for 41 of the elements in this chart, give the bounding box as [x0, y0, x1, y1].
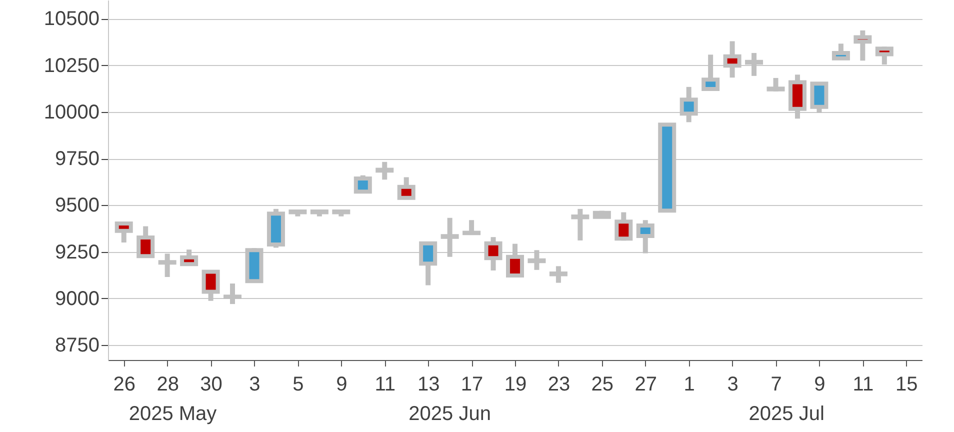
x-tick-label: 30 [200, 374, 222, 396]
candlestick [376, 162, 394, 180]
x-tick-label: 9 [814, 374, 826, 396]
x-tick-label: 15 [896, 374, 918, 396]
x-tick-label: 26 [113, 374, 136, 396]
x-tick-label: 11 [852, 374, 874, 396]
text: 2025 Jul [748, 403, 824, 425]
x-tick-label: 3 [727, 374, 738, 396]
candlestick [832, 44, 850, 60]
candlestick [114, 221, 133, 242]
x-tick-label: 17 [460, 374, 484, 396]
x-tick-label: 11 [374, 374, 396, 396]
candlestick [766, 78, 785, 92]
x-tick-label: 5 [292, 374, 304, 396]
candlestick [549, 266, 568, 283]
text: 2025 Jun [408, 403, 491, 425]
y-tick-label: 10500 [44, 8, 100, 30]
candlestick [462, 220, 481, 236]
x-tick-label: 27 [634, 374, 658, 396]
y-tick-label: 8750 [55, 334, 100, 357]
candlestick [354, 175, 372, 194]
x-tick-label: 13 [417, 374, 440, 396]
x-tick-label: 25 [591, 374, 614, 396]
y-tick-label: 9500 [55, 194, 100, 217]
candlestick [854, 30, 872, 61]
x-tick-label: 3 [249, 374, 260, 396]
x-tick-label: 23 [548, 374, 570, 396]
y-tick-label: 9750 [55, 148, 100, 170]
y-tick-label: 10250 [44, 54, 100, 77]
x-tick-label: 28 [156, 374, 179, 396]
y-tick-label: 9000 [55, 288, 100, 310]
candlestick [614, 212, 633, 241]
text: 2025 May [128, 403, 217, 425]
candlestick [397, 177, 416, 200]
x-tick-label: 19 [504, 374, 527, 396]
y-tick-label: 9250 [55, 241, 100, 264]
candlestick [571, 208, 590, 240]
x-tick-label: 9 [336, 374, 348, 396]
x-tick-label: 7 [770, 374, 782, 396]
x-tick-label: 1 [684, 374, 695, 396]
y-tick-label: 10000 [44, 101, 100, 124]
